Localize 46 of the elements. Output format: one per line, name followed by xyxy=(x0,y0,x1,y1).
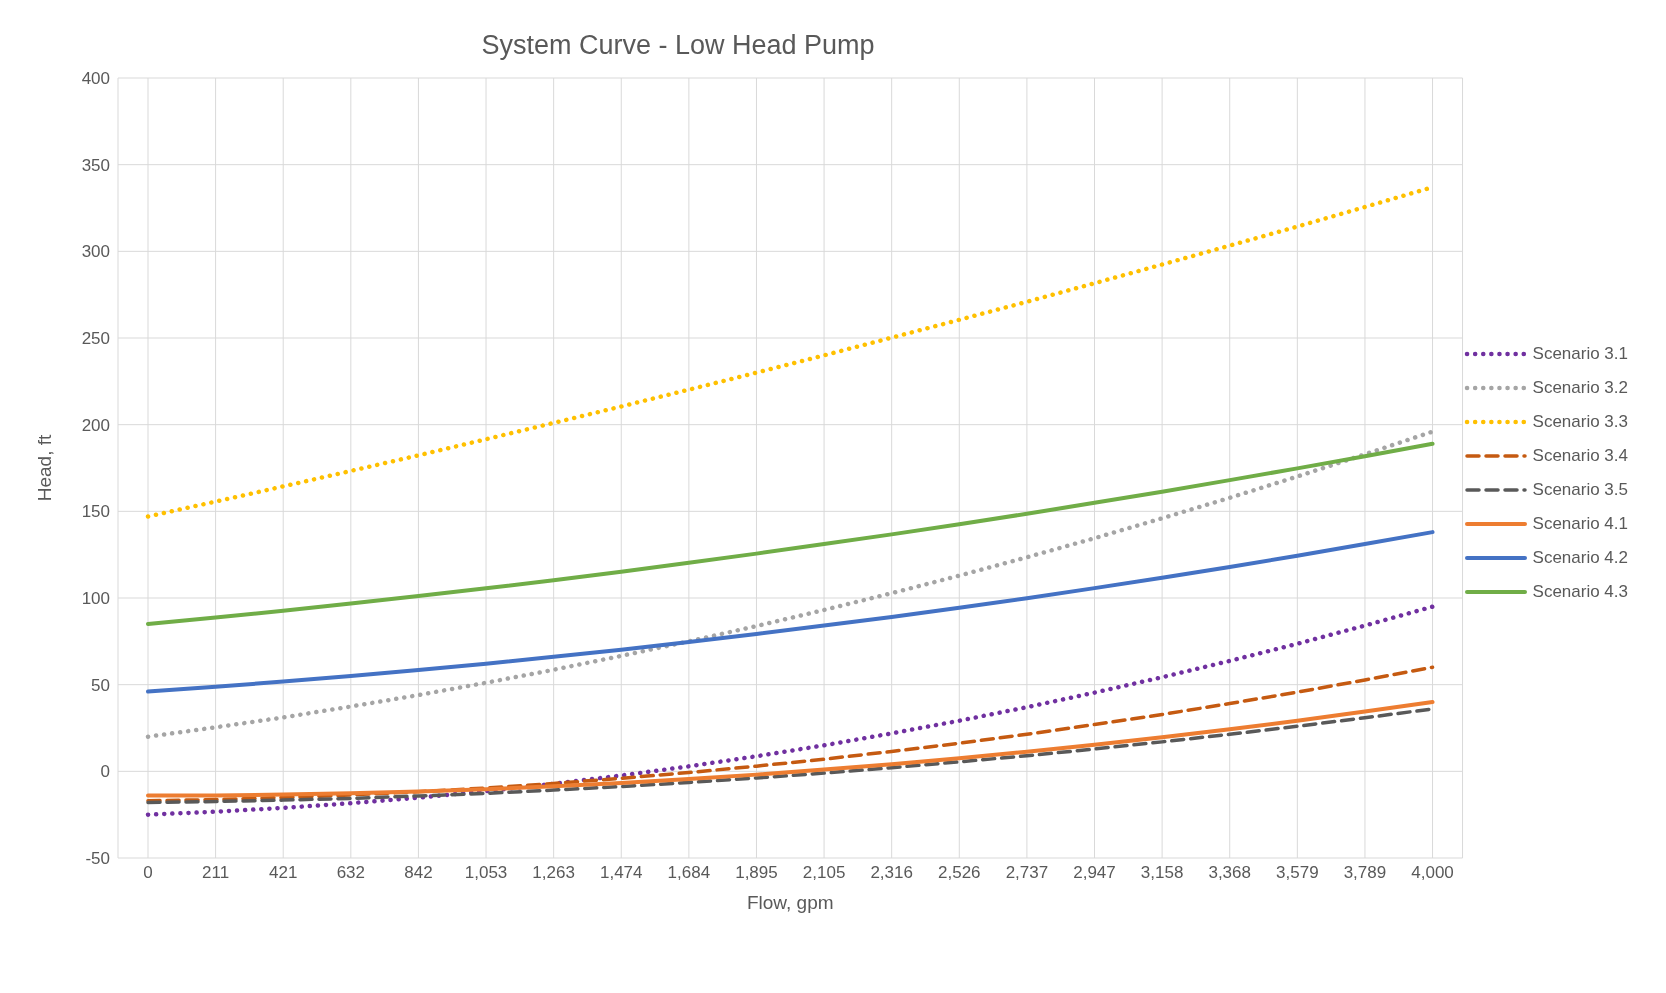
y-tick-label: 300 xyxy=(81,242,110,262)
legend-label: Scenario 3.3 xyxy=(1532,412,1628,432)
x-tick-label: 1,053 xyxy=(464,863,508,882)
x-tick-label: 0 xyxy=(143,863,153,882)
x-tick-label: 3,579 xyxy=(1276,863,1319,882)
legend-label: Scenario 3.1 xyxy=(1532,344,1628,364)
y-tick-label: 50 xyxy=(91,675,110,695)
x-tick-label: 1,895 xyxy=(735,863,778,882)
x-tick-label: 3,789 xyxy=(1343,863,1387,882)
x-tick-label: 211 xyxy=(202,863,230,882)
x-tick-label: 2,526 xyxy=(938,863,981,882)
line-series xyxy=(146,665,1435,803)
x-tick-label: 1,684 xyxy=(667,863,711,882)
y-tick-label: -50 xyxy=(85,849,110,869)
x-tick-label: 1,474 xyxy=(599,863,643,882)
x-tick-label: 2,737 xyxy=(1005,863,1049,882)
y-axis-title: Head, ft xyxy=(33,434,55,502)
legend-label: Scenario 4.2 xyxy=(1532,548,1628,568)
chart-title: System Curve - Low Head Pump xyxy=(480,30,876,61)
x-tick-label: 842 xyxy=(404,863,433,882)
x-tick-label: 2,105 xyxy=(802,863,846,882)
x-tick-label: 4,000 xyxy=(1411,863,1454,882)
y-tick-label: 100 xyxy=(81,589,110,609)
x-tick-label: 2,947 xyxy=(1073,863,1116,882)
y-tick-label: 150 xyxy=(81,502,110,522)
y-tick-label: 250 xyxy=(81,329,110,349)
x-tick-label: 1,263 xyxy=(532,863,575,882)
line-series xyxy=(145,429,1435,739)
y-tick-label: 400 xyxy=(81,69,110,89)
legend-label: Scenario 3.4 xyxy=(1532,446,1628,466)
x-tick-label: 632 xyxy=(336,863,366,882)
y-tick-label: 200 xyxy=(81,415,110,435)
legend-label: Scenario 4.1 xyxy=(1532,514,1628,534)
x-tick-label: 3,368 xyxy=(1208,863,1251,882)
y-tick-label: 0 xyxy=(100,762,110,782)
x-tick-label: 2,316 xyxy=(870,863,913,882)
legend-label: Scenario 3.5 xyxy=(1532,480,1628,500)
x-axis-title: Flow, gpm xyxy=(746,892,834,914)
legend-label: Scenario 4.3 xyxy=(1532,582,1628,602)
x-tick-label: 3,158 xyxy=(1140,863,1184,882)
y-tick-label: 350 xyxy=(81,155,110,175)
line-series xyxy=(146,441,1435,626)
line-series xyxy=(146,530,1435,694)
line-series xyxy=(145,604,1435,817)
x-tick-label: 421 xyxy=(269,863,298,882)
legend-label: Scenario 3.2 xyxy=(1532,378,1628,398)
